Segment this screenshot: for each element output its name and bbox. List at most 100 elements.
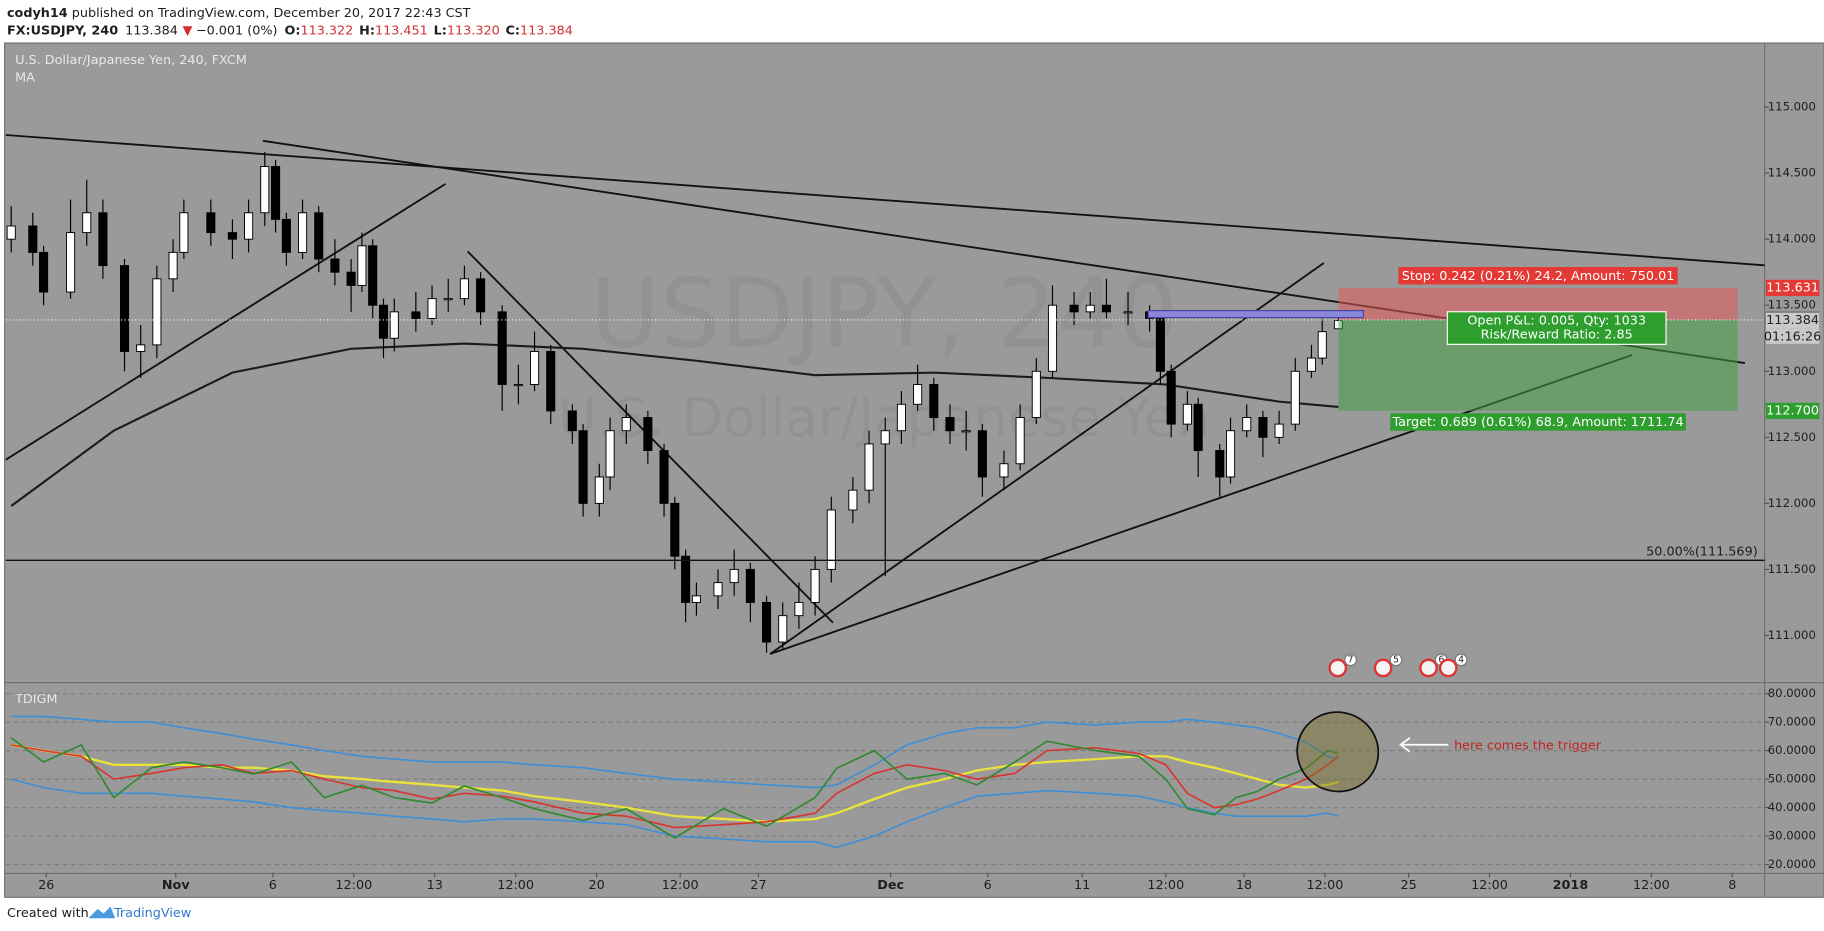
low-label: L: <box>434 23 447 38</box>
x-tick-label: 12:00 <box>1307 878 1344 893</box>
symbol: FX:USDJPY, 240 <box>7 23 118 38</box>
candle-body <box>513 384 523 387</box>
candle-body <box>1274 423 1284 438</box>
indicator-line <box>11 744 1339 829</box>
candle-body <box>913 384 923 405</box>
y-tick-label: 111.500 <box>1768 562 1816 576</box>
change-arrow: ▼ <box>183 23 193 38</box>
stop-price-tag-box <box>1765 279 1820 297</box>
candle-body <box>929 384 939 418</box>
candle-body <box>1306 357 1317 372</box>
trendline <box>769 262 1325 655</box>
stop-label: Stop: 0.242 (0.21%) 24.2, Amount: 750.01 <box>1402 269 1675 284</box>
event-badge <box>1389 653 1403 667</box>
y-tick-label: 40.0000 <box>1768 800 1816 814</box>
event-icon <box>1373 658 1393 678</box>
indicator-line <box>10 737 1339 839</box>
event-icon <box>1438 658 1458 678</box>
candle-body <box>330 258 340 273</box>
candle-body <box>1193 403 1203 451</box>
candle-body <box>1101 304 1111 313</box>
footer-brand[interactable]: TradingView <box>113 906 191 921</box>
candle-body <box>1155 317 1165 372</box>
annotation-arrowhead <box>1399 737 1411 753</box>
moving-average <box>10 342 1339 507</box>
countdown: 01:16:26 <box>1764 329 1821 344</box>
y-tick-label: 114.500 <box>1768 166 1816 180</box>
published: published on TradingView.com, December 2… <box>68 5 471 20</box>
x-tick-label: Nov <box>162 878 190 893</box>
stop-label-box <box>1398 266 1678 285</box>
candle-body <box>1290 370 1300 425</box>
annotation-ellipse <box>1296 711 1380 793</box>
candle-body <box>1215 450 1225 478</box>
candle-body <box>864 443 874 491</box>
legend-entry: MA <box>15 70 35 85</box>
x-tick-label: 11 <box>1074 878 1090 893</box>
target-label-box <box>1390 413 1686 431</box>
candle-body <box>1226 430 1236 478</box>
event-count: 7 <box>1348 654 1354 665</box>
candle-body <box>136 344 146 352</box>
last: 113.384 <box>125 23 178 38</box>
candle-body <box>810 568 820 603</box>
candle-body <box>681 555 691 603</box>
high-value: 113.451 <box>375 23 428 38</box>
candle-body <box>389 311 399 339</box>
candle-body <box>98 212 108 267</box>
candle-body <box>427 298 437 319</box>
candle-body <box>459 278 469 300</box>
candle-body <box>260 166 270 214</box>
candle-body <box>1242 417 1252 432</box>
high-label: H: <box>359 23 375 38</box>
ratio-label: Risk/Reward Ratio: 2.85 <box>1481 328 1633 343</box>
indicator-line <box>10 778 1339 849</box>
event-badge <box>1454 653 1468 667</box>
countdown-box <box>1765 328 1820 344</box>
x-tick-label: 13 <box>427 878 443 893</box>
event-icon <box>1328 658 1348 678</box>
target-label: Target: 0.689 (0.61%) 68.9, Amount: 1711… <box>1391 415 1683 430</box>
y-tick-label: 20.0000 <box>1768 857 1816 871</box>
candle-body <box>621 417 631 432</box>
candle-body <box>497 311 507 385</box>
target-price-tag-box <box>1765 402 1820 420</box>
candle-body <box>691 595 701 603</box>
candle-body <box>119 265 130 352</box>
candle-body <box>546 351 556 412</box>
candle-body <box>1031 370 1041 418</box>
candle-body <box>152 278 162 346</box>
header-line: codyh14 published on TradingView.com, De… <box>7 5 471 20</box>
candle-body <box>670 502 680 557</box>
candle-body <box>745 568 755 603</box>
y-tick-label: 112.000 <box>1768 496 1816 510</box>
candle-body <box>66 232 76 293</box>
y-tick-label: 50.0000 <box>1768 772 1816 786</box>
low-value: 113.320 <box>447 23 500 38</box>
candle-body <box>977 430 987 478</box>
author[interactable]: codyh14 <box>7 5 68 20</box>
x-tick-label: 2018 <box>1553 878 1589 893</box>
brand-logo <box>88 906 116 919</box>
open-label: O: <box>284 23 300 38</box>
candle-body <box>778 615 788 643</box>
close-value: 113.384 <box>520 23 573 38</box>
candle-body <box>39 251 49 293</box>
open-value: 113.322 <box>300 23 353 38</box>
candle-body <box>476 278 486 313</box>
candle-body <box>443 298 453 301</box>
indicator-line <box>11 715 1339 789</box>
candle-body <box>713 582 723 597</box>
candle-body <box>206 212 216 234</box>
y-tick-label: 113.500 <box>1768 298 1816 312</box>
y-tick-label: 115.000 <box>1768 100 1816 114</box>
chart-background <box>4 42 1824 898</box>
watermark-symbol: USDJPY, 240 <box>590 258 1178 369</box>
event-icon <box>1419 658 1438 678</box>
candle-body <box>729 568 739 584</box>
candle-body <box>567 410 577 432</box>
x-tick-label: 12:00 <box>1633 878 1670 893</box>
x-tick-label: Dec <box>877 878 904 893</box>
candle-body <box>6 225 16 240</box>
candle-body <box>346 271 356 286</box>
